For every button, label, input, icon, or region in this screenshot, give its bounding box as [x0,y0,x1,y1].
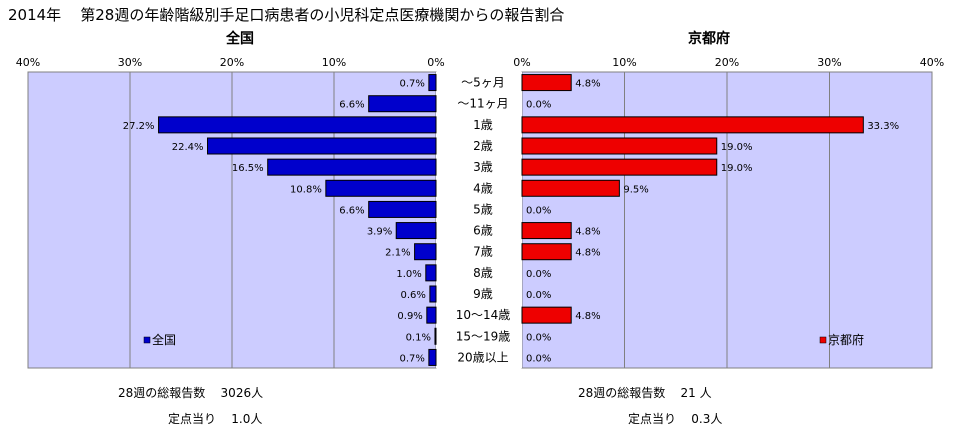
national-data-label: 16.5% [232,163,264,174]
kyoto-per-label: 定点当り [628,412,677,426]
national-data-label: 0.6% [400,290,425,301]
right-panel-title: 京都府 [688,31,730,47]
national-data-label: 6.6% [339,205,364,216]
right-tick-label: 20% [715,56,739,69]
category-label: 7歳 [473,245,493,259]
kyoto-bar [521,158,718,176]
kyoto-data-label: 9.5% [623,184,648,195]
right-tick-label: 40% [920,56,944,69]
kyoto-data-label: 0.0% [526,100,551,111]
national-data-label: 22.4% [172,142,204,153]
national-bar [428,348,437,366]
kyoto-bar [521,116,864,134]
chart-title: 2014年 第28週の年齢階級別手足口病患者の小児科定点医療機関からの報告割合 [8,4,564,25]
left-panel-title: 全国 [226,31,254,47]
national-bar [325,179,437,197]
kyoto-per-value: 0.3人 [691,412,723,426]
national-data-label: 1.0% [396,269,421,280]
category-label: 3歳 [473,160,493,174]
kyoto-bar [521,137,718,155]
national-total-label: 28週の総報告数 [118,386,206,400]
category-label: 6歳 [473,224,493,238]
national-total: 28週の総報告数 3026人 [118,384,263,401]
national-data-label: 0.7% [399,79,424,90]
national-per-value: 1.0人 [231,412,263,426]
kyoto-data-label: 33.3% [867,121,899,132]
category-label: ～11ヶ月 [457,97,508,111]
national-per-label: 定点当り [168,412,217,426]
kyoto-data-label: 0.0% [526,290,551,301]
category-label: 20歳以上 [457,350,508,364]
national-data-label: 27.2% [123,121,155,132]
title-text: 第28週の年齢階級別手足口病患者の小児科定点医療機関からの報告割合 [80,6,565,24]
national-data-label: 0.1% [406,332,431,343]
national-data-label: 10.8% [290,184,322,195]
kyoto-data-label: 4.8% [575,311,600,322]
left-tick-label: 30% [118,56,142,69]
category-label: 1歳 [473,118,493,132]
kyoto-data-label: 4.8% [575,79,600,90]
kyoto-total: 28週の総報告数 21 人 [578,384,712,401]
national-bar [207,137,437,155]
national-bar [428,74,437,92]
category-label: 4歳 [473,181,493,195]
national-bar [368,95,437,113]
national-bar [425,264,437,282]
kyoto-data-label: 0.0% [526,269,551,280]
national-bar [434,327,437,345]
right-tick-label: 30% [817,56,841,69]
category-label: 2歳 [473,139,493,153]
left-tick-label: 0% [427,56,444,69]
category-band [436,72,522,368]
kyoto-bar [521,74,572,92]
national-bar [158,116,437,134]
national-bar [395,222,437,240]
national-data-label: 3.9% [367,227,392,238]
national-data-label: 0.7% [399,353,424,364]
left-tick-label: 40% [16,56,40,69]
category-label: 15～19歳 [456,329,511,343]
national-bar [426,306,437,324]
category-label: 9歳 [473,287,493,301]
national-data-label: 0.9% [397,311,422,322]
kyoto-total-label: 28週の総報告数 [578,386,666,400]
kyoto-data-label: 19.0% [721,163,753,174]
category-label: 5歳 [473,202,493,216]
kyoto-total-value: 21 人 [680,386,712,400]
right-tick-label: 0% [513,56,530,69]
kyoto-data-label: 0.0% [526,332,551,343]
national-total-value: 3026人 [220,386,264,400]
kyoto-data-label: 4.8% [575,227,600,238]
national-bar [368,200,437,218]
national-data-label: 2.1% [385,248,410,259]
national-per: 定点当り 1.0人 [168,410,262,427]
kyoto-bar [521,179,620,197]
kyoto-data-label: 4.8% [575,248,600,259]
kyoto-data-label: 19.0% [721,142,753,153]
national-data-label: 6.6% [339,100,364,111]
kyoto-data-label: 0.0% [526,205,551,216]
kyoto-legend-label: 京都府 [828,332,864,347]
national-bar [267,158,437,176]
national-bar [429,285,437,303]
national-bar [414,243,437,261]
kyoto-per: 定点当り 0.3人 [628,410,722,427]
left-tick-label: 10% [322,56,346,69]
left-tick-label: 20% [220,56,244,69]
right-tick-label: 10% [612,56,636,69]
category-label: 10～14歳 [456,308,511,322]
kyoto-bar [521,222,572,240]
national-legend-label: 全国 [152,332,176,347]
category-label: ～5ヶ月 [461,76,505,90]
kyoto-bar [521,243,572,261]
year-label: 2014年 [8,6,62,24]
category-label: 8歳 [473,266,493,280]
national-legend-swatch [143,336,151,344]
kyoto-data-label: 0.0% [526,353,551,364]
kyoto-bar [521,306,572,324]
kyoto-legend-swatch [819,336,827,344]
